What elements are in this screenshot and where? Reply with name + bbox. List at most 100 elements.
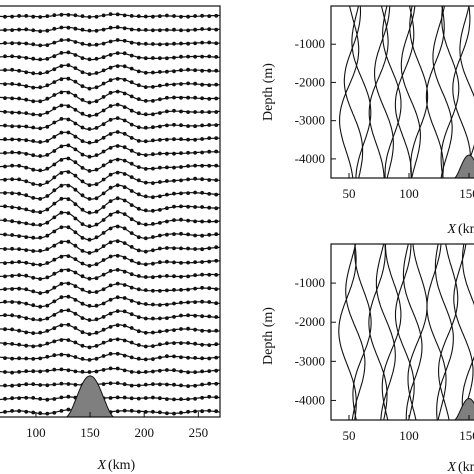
left-marker [207,300,212,304]
left-marker [165,151,169,156]
left-marker [165,354,169,359]
left-marker [179,123,183,128]
left-marker [59,171,64,175]
left-marker [31,167,36,172]
left-marker [31,209,36,214]
left-marker [158,194,162,199]
left-marker [214,123,219,127]
left-marker [101,122,106,127]
left-marker [17,247,21,252]
left-marker [158,410,162,415]
left-marker [87,276,92,281]
left-marker [87,224,92,229]
left-marker [80,41,85,46]
left-marker [158,165,162,170]
left-marker [66,143,71,148]
left-marker [179,369,183,374]
left-marker [87,140,92,145]
left-marker [3,151,7,155]
left-marker [158,221,162,225]
left-marker [24,395,29,400]
left-marker [186,232,191,237]
left-marker [122,158,127,163]
left-marker [10,137,15,142]
left-marker [200,395,205,400]
left-marker [165,259,169,264]
left-marker [73,340,78,345]
left-marker [66,197,71,202]
left-marker [214,13,219,18]
left-marker [122,309,127,314]
left-marker [66,308,71,313]
left-marker [73,270,78,275]
left-marker [136,192,141,197]
left-marker [158,382,162,387]
left-marker [158,14,162,18]
left-marker [108,199,113,204]
left-marker [179,95,183,100]
left-marker [38,330,43,335]
left-marker [52,67,57,72]
left-marker [136,274,141,278]
left-marker [165,56,169,61]
left-marker [158,329,162,334]
left-marker [24,273,29,278]
left-marker [165,274,169,278]
left-marker [200,272,205,277]
left-marker [151,152,155,157]
left-marker [38,235,43,240]
left-marker [52,271,57,276]
left-marker [179,397,183,401]
left-marker [59,395,64,400]
left-marker [186,81,191,86]
left-x-axis-label: X [96,458,106,473]
left-marker [151,395,155,400]
left-marker [108,381,113,386]
left-marker [94,99,99,104]
left-marker [115,144,120,148]
bottom-right-contour-14 [438,244,459,420]
left-marker [87,318,92,322]
left-marker [38,317,43,322]
left-marker [186,41,191,46]
left-marker [87,154,92,159]
left-marker [38,248,43,253]
left-marker [151,382,155,386]
left-marker [129,285,134,290]
left-marker [122,13,127,18]
left-marker [101,244,106,249]
left-marker [38,15,43,19]
left-marker [136,27,141,32]
left-marker [143,236,148,241]
left-marker [66,76,71,81]
left-marker [17,110,21,115]
left-marker [143,316,148,321]
left-marker [158,180,162,184]
left-marker [115,196,120,201]
left-marker [129,161,134,166]
left-marker [136,152,141,157]
left-marker [59,144,64,149]
left-marker [94,71,99,75]
left-marker [143,41,148,46]
left-marker [3,299,7,304]
left-marker [17,191,21,196]
left-marker [10,219,15,224]
left-marker [136,69,141,74]
left-marker [165,246,169,250]
left-marker [87,86,92,91]
left-marker [186,326,191,331]
left-marker [200,247,205,252]
left-marker [165,28,169,32]
left-marker [186,260,191,265]
left-marker [94,262,99,267]
left-marker [151,288,155,293]
left-marker [186,54,191,59]
left-marker [94,317,99,322]
left-marker [66,130,71,135]
left-marker [59,254,64,259]
left-marker [73,134,78,139]
left-marker [186,124,191,128]
left-marker [179,41,183,46]
left-marker [186,28,191,33]
